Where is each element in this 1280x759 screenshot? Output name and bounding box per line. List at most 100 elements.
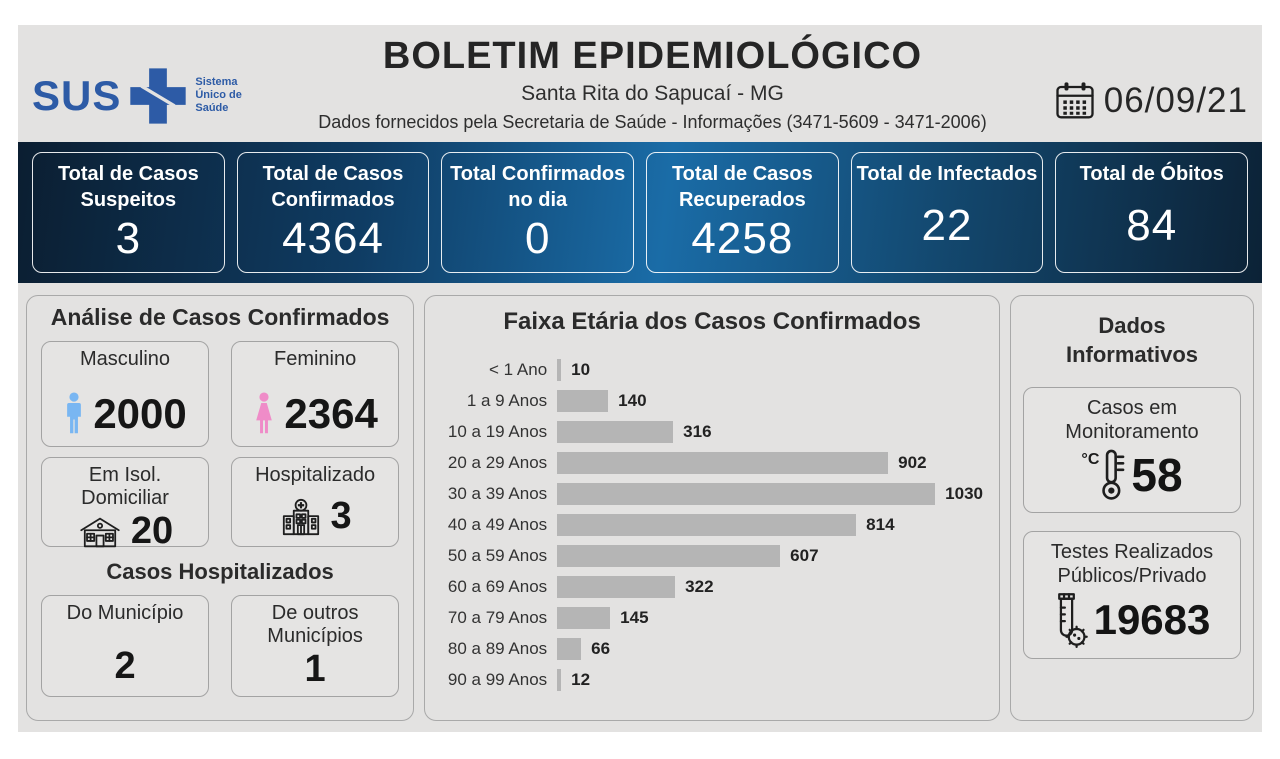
info-panel-title: Dados Informativos xyxy=(1065,313,1198,367)
female-card-value: 2364 xyxy=(284,390,378,437)
hospitalized-card: Hospitalizado xyxy=(231,457,400,547)
chart-bar xyxy=(557,482,936,505)
summary-card-label: Total Confirmados no dia xyxy=(450,163,626,211)
sus-logo-tagline: Sistema Único de Saúde xyxy=(195,75,242,115)
report-date-text: 06/09/21 xyxy=(1103,80,1248,120)
hospitalized-card-label: Hospitalizado xyxy=(255,464,376,486)
female-card: Feminino 2364 xyxy=(231,341,400,447)
header: SUS Sistema Único de Saúde BOLETIM EPIDE… xyxy=(18,25,1262,142)
tests-card: Testes Realizados Públicos/Privado xyxy=(1022,531,1241,660)
chart-value-label: 814 xyxy=(866,514,895,534)
summary-card: Total de Casos Recuperados 4258 xyxy=(646,152,839,273)
report-date: 06/09/21 xyxy=(1018,31,1248,142)
chart-value-label: 322 xyxy=(685,576,714,596)
chart-row: 10 a 19 Anos 316 xyxy=(441,416,983,447)
thermometer-icon: °C xyxy=(1081,449,1125,501)
summary-card: Total de Casos Suspeitos 3 xyxy=(32,152,225,273)
male-card-label: Masculino xyxy=(80,348,171,370)
chart-category-label: 50 a 59 Anos xyxy=(447,545,548,565)
page-title: BOLETIM EPIDEMIOLÓGICO xyxy=(382,35,923,77)
chart-category-label: 30 a 39 Anos xyxy=(447,483,548,503)
other-municipality-card: De outros Municípios 1 xyxy=(231,595,400,697)
chart-bar xyxy=(557,389,609,412)
testtube-icon xyxy=(1057,593,1088,649)
chart-bar xyxy=(557,358,562,381)
chart-value-label: 1030 xyxy=(945,483,983,503)
summary-card-value: 84 xyxy=(1126,200,1178,250)
summary-card-label: Total de Óbitos xyxy=(1079,163,1224,185)
chart-row: < 1 Ano 10 xyxy=(441,354,983,385)
summary-card-value: 22 xyxy=(921,200,973,250)
summary-card-value: 4364 xyxy=(282,213,384,263)
summary-card: Total de Óbitos 84 xyxy=(1055,152,1249,273)
chart-value-label: 66 xyxy=(591,638,611,658)
local-municipality-value: 2 xyxy=(114,645,136,687)
chart-bar xyxy=(557,668,562,691)
chart-bar xyxy=(557,420,674,443)
chart-value-label: 316 xyxy=(683,421,712,441)
summary-bar: Total de Casos Suspeitos 3 Total de Casos … xyxy=(18,142,1262,283)
chart-row: 20 a 29 Anos 902 xyxy=(441,447,983,478)
header-center: BOLETIM EPIDEMIOLÓGICO Santa Rita do Sap… xyxy=(287,31,1018,142)
chart-bar xyxy=(557,513,857,536)
status-cards: Em Isol. Domiciliar xyxy=(41,457,400,552)
municipality-cards: Do Município 2 De outros Municípios 1 xyxy=(41,595,400,697)
chart-bar xyxy=(557,451,889,474)
chart-category-label: 40 a 49 Anos xyxy=(447,514,548,534)
chart-row: 80 a 89 Anos 66 xyxy=(441,633,983,664)
chart-value-label: 902 xyxy=(898,452,927,472)
hospitalized-card-value: 3 xyxy=(330,495,352,537)
chart-category-label: 20 a 29 Anos xyxy=(447,452,548,472)
chart-bar xyxy=(557,575,676,598)
local-municipality-card: Do Município 2 xyxy=(41,595,210,697)
summary-card-label: Total de Casos Recuperados xyxy=(671,163,813,211)
monitoring-card-value: 58 xyxy=(1131,449,1183,502)
chart-category-label: 70 a 79 Anos xyxy=(447,607,548,627)
chart-row: 40 a 49 Anos 814 xyxy=(441,509,983,540)
chart-bar xyxy=(557,544,781,567)
sus-logo-text: SUS xyxy=(32,71,122,119)
local-municipality-label: Do Município xyxy=(66,602,184,624)
chart-bar xyxy=(557,637,582,660)
chart-row: 60 a 69 Anos 322 xyxy=(441,571,983,602)
female-icon xyxy=(256,392,273,434)
chart-value-label: 140 xyxy=(618,390,647,410)
sus-logo: SUS Sistema Único de Saúde xyxy=(32,31,287,142)
summary-card-label: Total de Casos Suspeitos xyxy=(57,163,199,211)
chart-value-label: 12 xyxy=(571,669,591,689)
chart-category-label: 80 a 89 Anos xyxy=(447,638,548,658)
monitoring-card-label: Casos em Monitoramento xyxy=(1065,397,1199,444)
chart-value-label: 607 xyxy=(790,545,819,565)
hospitalized-section-title: Casos Hospitalizados xyxy=(106,559,334,584)
male-card: Masculino 2000 xyxy=(41,341,210,447)
analysis-title: Análise de Casos Confirmados xyxy=(50,304,390,330)
male-card-value: 2000 xyxy=(93,390,187,437)
male-icon xyxy=(67,392,82,434)
summary-card: Total de Casos Confirmados 4364 xyxy=(236,152,430,273)
isolation-card-label: Em Isol. Domiciliar xyxy=(81,464,169,509)
age-chart-title: Faixa Etária dos Casos Confirmados xyxy=(503,308,921,335)
hospital-icon xyxy=(282,498,319,535)
bulletin-board: SUS Sistema Único de Saúde BOLETIM EPIDE… xyxy=(18,25,1262,732)
chart-category-label: 10 a 19 Anos xyxy=(447,421,548,441)
monitoring-card: Casos em Monitoramento °C 58 xyxy=(1022,387,1241,514)
female-card-label: Feminino xyxy=(273,348,357,370)
summary-card-value: 0 xyxy=(524,213,551,263)
summary-card-value: 4258 xyxy=(691,213,794,263)
tests-card-label: Testes Realizados Públicos/Privado xyxy=(1050,541,1214,588)
summary-card-value: 3 xyxy=(115,213,142,263)
chart-category-label: 1 a 9 Anos xyxy=(466,390,548,410)
chart-value-label: 145 xyxy=(620,607,649,627)
chart-row: 1 a 9 Anos 140 xyxy=(441,385,983,416)
chart-row: 70 a 79 Anos 145 xyxy=(441,602,983,633)
main-row: Análise de Casos Confirmados Masculino 2… xyxy=(18,283,1262,723)
page-subtitle: Santa Rita do Sapucaí - MG xyxy=(521,82,784,105)
calendar-icon xyxy=(1056,81,1094,118)
age-chart-panel: Faixa Etária dos Casos Confirmados < 1 A… xyxy=(424,295,1000,721)
summary-card-label: Total de Casos Confirmados xyxy=(262,163,404,211)
chart-bar xyxy=(557,606,611,629)
source-line: Dados fornecidos pela Secretaria de Saúd… xyxy=(318,112,987,132)
age-chart-rows: < 1 Ano 10 1 a 9 Anos 140 10 a 19 Anos 316 20 … xyxy=(441,354,983,695)
other-municipality-label: De outros Municípios xyxy=(267,602,363,647)
chart-row: 50 a 59 Anos 607 xyxy=(441,540,983,571)
